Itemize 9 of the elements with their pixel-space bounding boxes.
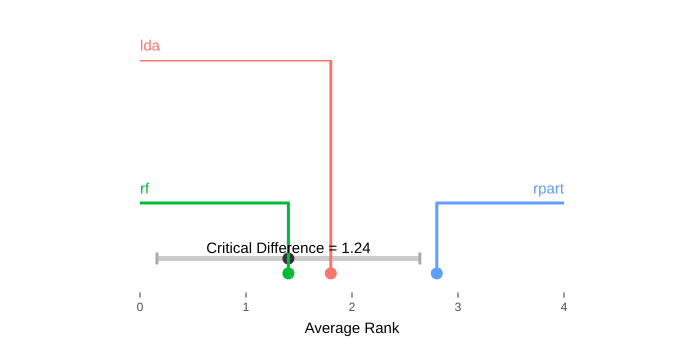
- series-label: lda: [140, 38, 161, 55]
- x-tick-label: 0: [136, 300, 144, 314]
- x-axis-title: Average Rank: [304, 320, 400, 338]
- x-tick-label: 3: [454, 300, 462, 314]
- series-label: rpart: [533, 180, 565, 198]
- series-label: rf: [140, 180, 150, 198]
- x-tick-label: 2: [348, 300, 356, 314]
- x-tick-label: 4: [560, 300, 568, 314]
- x-tick-label: 1: [242, 300, 250, 314]
